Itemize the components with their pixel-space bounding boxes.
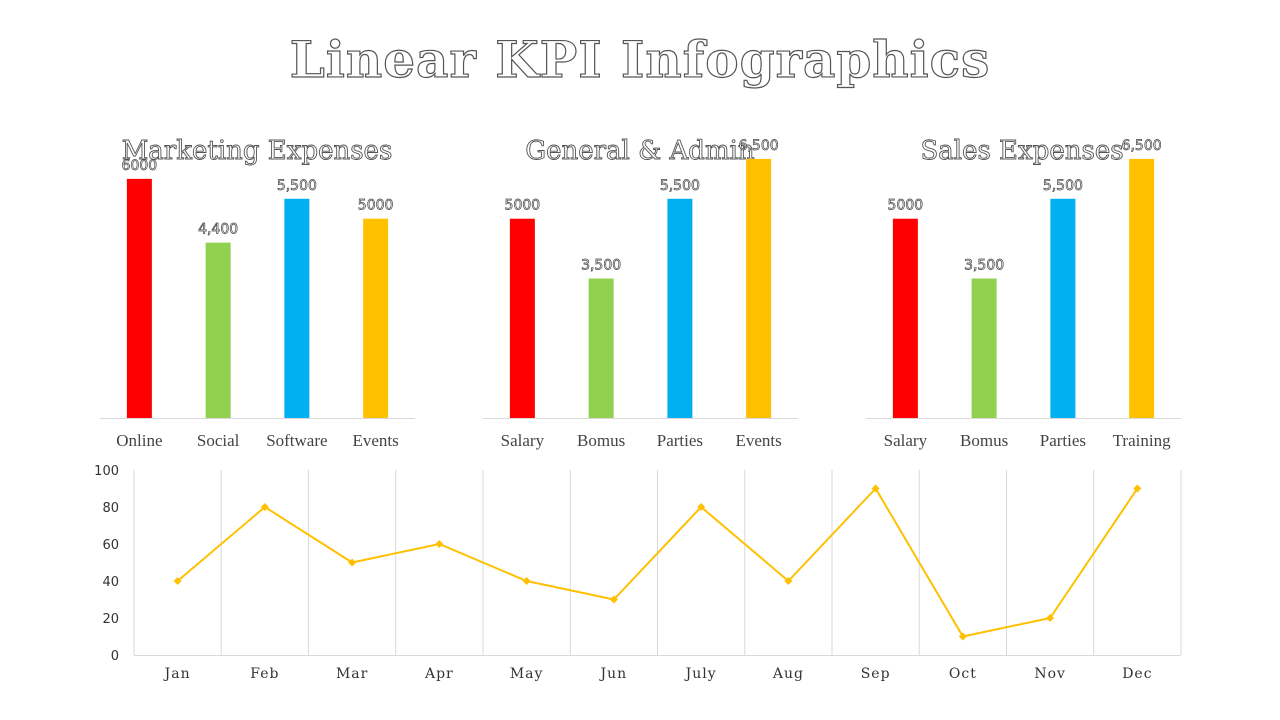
line-chart-y-tick: 40 xyxy=(102,575,119,590)
sales-data-label: 6,500 xyxy=(1122,138,1162,154)
line-chart-point xyxy=(958,632,967,641)
sales-data-label: 3,500 xyxy=(964,258,1004,274)
marketing-chart-title: Marketing Expenses xyxy=(121,136,393,167)
line-chart-x-tick: May xyxy=(510,666,544,682)
general-admin-data-label: 5000 xyxy=(505,198,541,214)
general-admin-category-label: Events xyxy=(735,431,781,450)
sales-data-label: 5000 xyxy=(888,198,924,214)
line-chart-point xyxy=(1046,614,1055,622)
line-chart-x-tick: Dec xyxy=(1122,666,1152,682)
line-chart-x-tick: Nov xyxy=(1034,666,1066,682)
line-chart-y-tick: 80 xyxy=(102,501,119,516)
line-chart-point xyxy=(1133,484,1142,493)
line-chart-series-line xyxy=(176,487,1139,638)
general-admin-data-label: 3,500 xyxy=(581,258,621,274)
marketing-category-label: Social xyxy=(197,431,240,450)
line-chart-x-tick: Jan xyxy=(163,666,191,682)
marketing-data-label: 5000 xyxy=(358,198,394,214)
marketing-category-label: Events xyxy=(352,431,398,450)
line-chart-x-tick: Oct xyxy=(949,666,977,682)
sales-category-label: Parties xyxy=(1040,431,1086,450)
line-chart-point xyxy=(173,577,182,585)
line-chart-point xyxy=(435,540,444,548)
sales-category-label: Salary xyxy=(884,431,928,450)
line-chart-point xyxy=(784,577,793,585)
general-admin-bar xyxy=(588,278,614,418)
line-chart-x-tick: Sep xyxy=(861,666,891,682)
line-chart-point xyxy=(348,558,357,567)
line-chart-x-tick: Apr xyxy=(424,666,454,682)
sales-bar xyxy=(892,218,918,418)
line-chart-y-tick: 60 xyxy=(102,538,119,553)
general-admin-bar xyxy=(746,158,772,418)
marketing-category-label: Online xyxy=(116,431,162,450)
line-chart-y-tick: 100 xyxy=(94,464,119,479)
line-chart-x-tick: Aug xyxy=(772,666,804,682)
marketing-category-label: Software xyxy=(266,431,327,450)
marketing-data-label: 5,500 xyxy=(277,178,317,194)
line-chart-y-tick: 20 xyxy=(102,612,119,627)
sales-bar xyxy=(971,278,997,418)
sales-data-label: 5,500 xyxy=(1043,178,1083,194)
line-chart-point xyxy=(697,503,706,511)
line-chart-point xyxy=(871,484,880,493)
line-chart-x-tick: Mar xyxy=(336,666,368,682)
page-title: Linear KPI Infographics xyxy=(289,29,991,89)
marketing-bar xyxy=(205,242,231,418)
line-chart-point xyxy=(609,595,618,604)
general-admin-category-label: Salary xyxy=(501,431,545,450)
line-chart-y-tick: 0 xyxy=(111,649,119,664)
sales-category-label: Training xyxy=(1113,431,1171,450)
marketing-data-label: 4,400 xyxy=(198,222,238,238)
marketing-bar xyxy=(363,218,389,418)
sales-category-label: Bomus xyxy=(960,431,1008,450)
general-admin-bar xyxy=(667,198,693,418)
line-chart-x-tick: Jun xyxy=(599,666,628,682)
general-admin-data-label: 5,500 xyxy=(660,178,700,194)
marketing-bar xyxy=(126,178,152,418)
sales-bar xyxy=(1129,158,1155,418)
general-admin-bar xyxy=(509,218,535,418)
general-admin-data-label: 6,500 xyxy=(739,138,779,154)
line-chart-x-tick: July xyxy=(684,666,717,682)
marketing-bar xyxy=(284,198,310,418)
sales-bar xyxy=(1050,198,1076,418)
sales-chart-title: Sales Expenses xyxy=(920,136,1124,167)
marketing-data-label: 6000 xyxy=(122,158,158,174)
line-chart-x-tick: Feb xyxy=(250,666,279,682)
general-admin-chart-title: General & Admin xyxy=(525,136,755,167)
line-chart-point xyxy=(260,503,269,511)
general-admin-category-label: Bomus xyxy=(577,431,625,450)
line-chart-point xyxy=(522,577,531,585)
general-admin-category-label: Parties xyxy=(657,431,703,450)
